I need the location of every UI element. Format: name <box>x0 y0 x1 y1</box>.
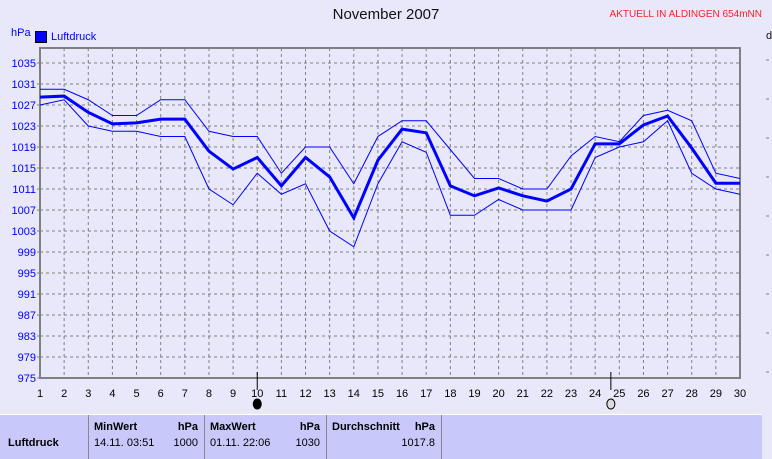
new-moon-icon <box>252 398 262 410</box>
x-tick-label: 12 <box>299 388 311 400</box>
min-time: 14.11. 03:51 <box>94 437 155 449</box>
y-axis-unit: hPa <box>11 27 31 39</box>
stats-row-label: Luftdruck <box>8 437 59 449</box>
y-tick-label: 1023 <box>12 121 36 133</box>
max-time: 01.11. 22:06 <box>210 437 271 449</box>
x-tick-label: 25 <box>613 388 625 400</box>
legend: Luftdruck <box>35 31 96 43</box>
x-tick-label: 1 <box>37 388 43 400</box>
x-tick-label: 15 <box>372 388 384 400</box>
max-label: MaxWert <box>210 421 256 433</box>
x-tick-label: 22 <box>541 388 553 400</box>
legend-swatch <box>35 31 47 43</box>
series-line-max <box>40 88 741 190</box>
min-label: MinWert <box>94 421 138 433</box>
x-tick-label: 17 <box>420 388 432 400</box>
series-line-min <box>39 99 741 248</box>
x-tick-label: 27 <box>661 388 673 400</box>
x-tick-label: 14 <box>348 388 360 400</box>
avg-unit: hPa <box>414 421 435 433</box>
y-tick-label: 1035 <box>12 58 36 70</box>
x-tick-label: 10 <box>251 388 263 400</box>
y-tick-label: 979 <box>18 352 36 364</box>
stats-table: Luftdruck MinWert hPa 14.11. 03:51 1000 … <box>0 414 762 459</box>
right-axis-label: d <box>766 30 772 42</box>
y-tick-label: 1019 <box>12 142 36 154</box>
x-tick-label: 3 <box>85 388 91 400</box>
y-tick-label: 987 <box>18 310 36 322</box>
station-label: AKTUELL IN ALDINGEN 654mNN <box>609 9 762 20</box>
max-unit: hPa <box>299 421 320 433</box>
x-tick-label: 11 <box>276 388 287 400</box>
x-tick-label: 29 <box>710 388 722 400</box>
x-tick-label: 18 <box>444 388 456 400</box>
avg-value: 1017.8 <box>401 437 435 449</box>
y-tick-label: 975 <box>18 373 36 385</box>
y-tick-label: 995 <box>18 268 36 280</box>
x-tick-label: 30 <box>734 388 746 400</box>
x-tick-label: 6 <box>158 388 164 400</box>
x-tick-label: 21 <box>517 388 529 400</box>
x-tick-label: 7 <box>182 388 188 400</box>
y-tick-label: 1027 <box>12 100 36 112</box>
x-tick-label: 24 <box>589 388 601 400</box>
x-tick-label: 26 <box>637 388 649 400</box>
x-tick-label: 2 <box>61 388 67 400</box>
plot-frame <box>39 47 741 379</box>
x-tick-label: 4 <box>109 388 115 400</box>
y-tick-label: 1031 <box>12 79 36 91</box>
x-tick-label: 20 <box>492 388 504 400</box>
x-tick-label: 23 <box>565 388 577 400</box>
avg-label: Durchschnitt <box>332 421 400 433</box>
pressure-chart: 9759799839879919959991003100710111015101… <box>12 47 769 410</box>
x-tick-label: 28 <box>686 388 698 400</box>
x-tick-label: 13 <box>324 388 336 400</box>
y-tick-label: 983 <box>18 331 36 343</box>
x-tick-label: 5 <box>133 388 139 400</box>
y-tick-label: 1011 <box>12 184 36 196</box>
x-tick-label: 16 <box>396 388 408 400</box>
min-value: 1000 <box>173 437 198 449</box>
legend-label: Luftdruck <box>51 31 97 43</box>
y-tick-label: 1015 <box>12 163 36 175</box>
series-line-mean <box>39 94 740 222</box>
x-tick-label: 9 <box>230 388 236 400</box>
chart-title: November 2007 <box>332 6 440 23</box>
y-tick-label: 991 <box>18 289 36 301</box>
y-tick-label: 999 <box>18 247 36 259</box>
x-tick-label: 8 <box>206 388 212 400</box>
min-unit: hPa <box>177 421 198 433</box>
y-tick-label: 1007 <box>12 205 36 217</box>
y-tick-label: 1003 <box>12 226 36 238</box>
max-value: 1030 <box>295 437 320 449</box>
x-tick-label: 19 <box>468 388 480 400</box>
full-moon-icon <box>606 398 616 410</box>
